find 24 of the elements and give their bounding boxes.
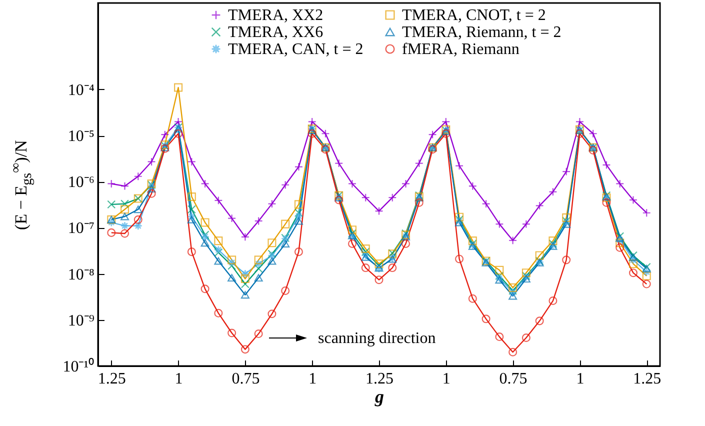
x-tick-label: 1.25 <box>633 370 662 388</box>
y-tick-label: 10⁻⁶ <box>68 174 94 192</box>
x-tick-label: 1.25 <box>98 370 126 388</box>
x-tick-label: 1 <box>442 370 450 388</box>
x-tick-label: 1 <box>576 370 584 388</box>
legend-label: TMERA, CNOT, t = 2 <box>402 7 546 24</box>
y-tick-label: 10⁻⁹ <box>68 312 95 330</box>
legend-label: fMERA, Riemann <box>402 41 520 58</box>
x-tick-label: 0.75 <box>232 370 260 388</box>
x-tick-label: 0.75 <box>499 370 528 388</box>
x-tick-label: 1 <box>308 370 317 388</box>
legend-label: TMERA, CAN, t = 2 <box>228 41 364 58</box>
y-tick-label: 10⁻¹⁰ <box>62 358 94 376</box>
y-tick-label: 10⁻⁸ <box>68 266 94 284</box>
x-tick-label: 1.25 <box>366 370 394 388</box>
legend-label: TMERA, XX2 <box>228 7 324 24</box>
legend-label: TMERA, Riemann, t = 2 <box>402 24 562 41</box>
y-tick-label: 10⁻⁷ <box>68 220 94 238</box>
x-axis-title: g <box>374 386 384 406</box>
annotation: scanning direction <box>318 330 436 347</box>
y-tick-label: 10⁻⁴ <box>68 82 95 99</box>
y-tick-label: 10⁻⁵ <box>68 128 94 146</box>
x-tick-label: 1 <box>174 370 183 388</box>
legend-label: TMERA, XX6 <box>228 24 324 41</box>
